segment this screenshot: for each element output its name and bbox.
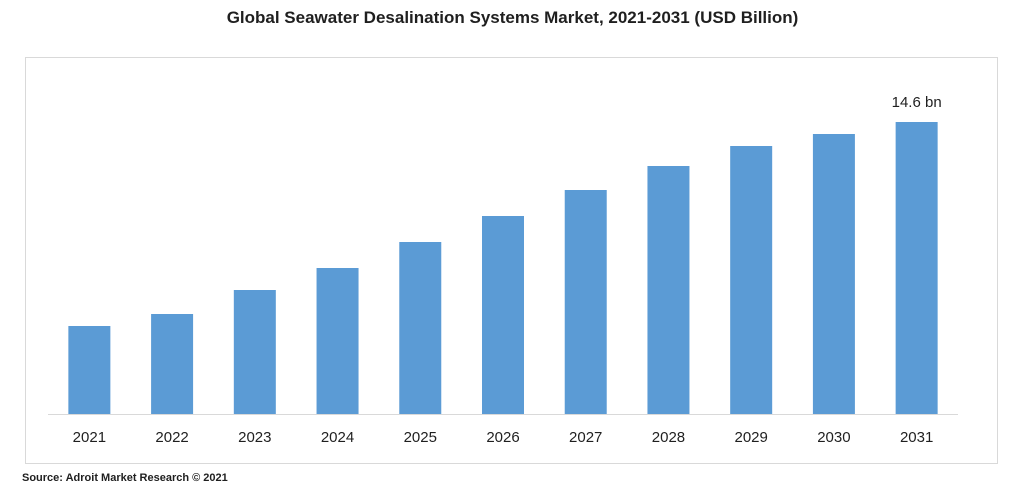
bar-2021 <box>68 326 111 414</box>
x-tick-label: 2030 <box>817 429 850 446</box>
x-tick-label: 2031 <box>900 429 933 446</box>
bar-2030 <box>812 134 855 414</box>
source-note: Source: Adroit Market Research © 2021 <box>22 472 228 484</box>
x-tick-label: 2022 <box>155 429 188 446</box>
data-label-2031: 14.6 bn <box>892 94 942 111</box>
x-tick-label: 2023 <box>238 429 271 446</box>
x-tick-label: 2029 <box>734 429 767 446</box>
x-tick-label: 2028 <box>652 429 685 446</box>
bar-2026 <box>482 216 524 414</box>
x-tick-label: 2027 <box>569 429 602 446</box>
x-tick-label: 2024 <box>321 429 354 446</box>
x-tick-label: 2021 <box>73 429 106 446</box>
bar-2029 <box>730 146 773 414</box>
bar-2028 <box>647 166 690 414</box>
bar-2031 <box>895 122 938 414</box>
bar-2023 <box>233 290 276 414</box>
bar-2022 <box>151 314 194 414</box>
bar-2025 <box>399 242 442 414</box>
x-tick-label: 2026 <box>486 429 519 446</box>
bar-2024 <box>316 268 359 414</box>
chart-title: Global Seawater Desalination Systems Mar… <box>226 8 799 27</box>
x-tick-label: 2025 <box>404 429 437 446</box>
bar-2027 <box>564 190 607 414</box>
